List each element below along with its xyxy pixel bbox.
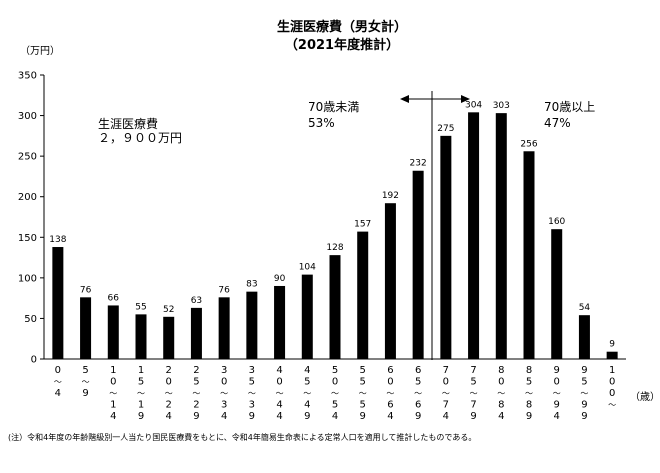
data-label: 160 (548, 217, 565, 227)
bar (246, 291, 258, 359)
over70-label: 70歳以上 (544, 100, 595, 114)
bar (606, 351, 618, 359)
x-tick-label: 5 5 〜 5 9 (359, 365, 367, 422)
data-label: 138 (49, 235, 66, 245)
bar (107, 305, 119, 359)
data-label: 76 (80, 285, 92, 295)
bar (384, 203, 396, 359)
arrow-head-left (400, 95, 409, 103)
bar (523, 151, 535, 359)
bar (551, 229, 563, 359)
x-tick-label: 2 5 〜 2 9 (192, 365, 200, 422)
bar (190, 307, 202, 359)
x-tick-label: 4 0 〜 4 4 (276, 365, 284, 422)
data-label: 275 (437, 124, 454, 134)
data-label: 157 (354, 220, 371, 230)
y-tick-label: 350 (18, 71, 37, 82)
bar (301, 274, 313, 359)
data-label: 304 (465, 100, 482, 110)
y-tick-label: 300 (18, 111, 37, 122)
x-tick-label: 8 5 〜 8 9 (525, 365, 533, 422)
data-label: 104 (299, 263, 316, 273)
bar (578, 315, 590, 359)
x-tick-label: 0 〜 4 (54, 365, 62, 399)
bar (412, 170, 424, 359)
footnote: (注）令和4年度の年齢階級別一人当たり国民医療費をもとに、令和4年簡易生命表によ… (8, 432, 476, 442)
over70-share: 47% (544, 116, 571, 130)
bar (468, 112, 480, 359)
data-label: 76 (218, 285, 230, 295)
data-label: 128 (326, 243, 343, 253)
data-label: 83 (246, 280, 257, 290)
data-label: 55 (135, 302, 146, 312)
bar (274, 285, 286, 359)
x-tick-label: 6 0 〜 6 4 (386, 365, 394, 422)
x-tick-label: 7 5 〜 7 9 (470, 365, 478, 422)
x-tick-label: 8 0 〜 8 4 (497, 365, 505, 422)
bar (135, 314, 147, 359)
x-tick-label: 9 5 〜 9 9 (580, 365, 588, 422)
data-label: 192 (382, 191, 399, 201)
bar (357, 231, 369, 359)
arrow-head-right (461, 95, 470, 103)
tick-labels: 0 50 100 150 200 250 300 350 0 〜 4 5 〜 9 1 0 〜 1 4 1 5 〜 1 9 2 0 〜… (18, 71, 616, 423)
y-tick-label: 200 (18, 192, 37, 203)
bar (218, 297, 230, 359)
bar (495, 113, 507, 359)
chart-title: 生涯医療費（男女計） (277, 19, 407, 35)
bar (52, 247, 64, 359)
total-label: 生涯医療費 (98, 116, 158, 131)
x-tick-label: 7 0 〜 7 4 (442, 365, 450, 422)
x-tick-label: 1 0 0 〜 (608, 365, 616, 410)
x-axis-unit-label: （歳） (630, 391, 660, 403)
x-tick-label: 5 0 〜 5 4 (331, 365, 339, 422)
bar (329, 255, 341, 359)
under70-share: 53% (308, 116, 335, 130)
y-axis-unit-label: （万円） (20, 45, 60, 57)
x-tick-label: 1 0 〜 1 4 (109, 365, 117, 422)
y-tick-label: 0 (31, 355, 37, 366)
x-tick-label: 9 0 〜 9 4 (553, 365, 561, 422)
x-tick-label: 1 5 〜 1 9 (137, 365, 145, 422)
x-tick-label: 5 〜 9 (82, 365, 90, 399)
y-tick-label: 100 (18, 273, 37, 284)
under70-label: 70歳未満 (308, 100, 359, 114)
total-value: ２，９００万円 (98, 131, 182, 145)
x-tick-label: 3 5 〜 3 9 (248, 365, 256, 422)
x-tick-label: 6 5 〜 6 9 (414, 365, 422, 422)
x-tick-label: 2 0 〜 2 4 (165, 365, 173, 422)
data-label: 90 (274, 274, 286, 284)
bar (163, 316, 175, 359)
data-label: 52 (163, 305, 174, 315)
data-label: 66 (108, 293, 120, 303)
chart-subtitle: （2021年度推計） (285, 37, 399, 53)
data-label: 63 (191, 296, 202, 306)
data-label: 54 (579, 303, 591, 313)
bar (440, 135, 452, 359)
data-label: 232 (410, 159, 427, 169)
bar-series: 138 76 66 55 52 63 76 83 90 104 128 157 192 232 275 304… (49, 100, 618, 359)
y-tick-label: 250 (18, 152, 37, 163)
data-label: 256 (520, 139, 537, 149)
x-tick-label: 4 5 〜 4 9 (303, 365, 311, 422)
data-label: 9 (609, 340, 615, 350)
data-label: 303 (493, 101, 510, 111)
y-tick-label: 150 (18, 233, 37, 244)
y-tick-label: 50 (24, 314, 37, 325)
x-tick-label: 3 0 〜 3 4 (220, 365, 228, 422)
bar (80, 297, 92, 359)
